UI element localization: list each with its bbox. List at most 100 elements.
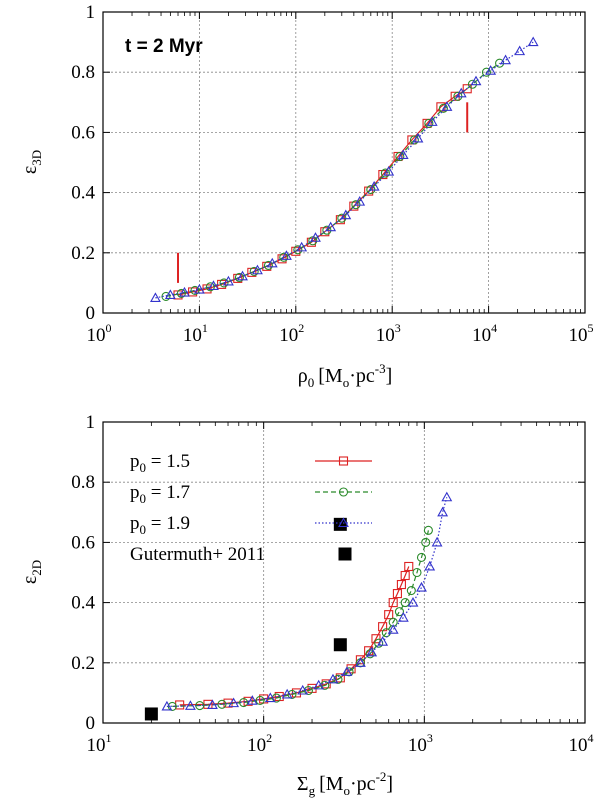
panel-top: 100 101 102 103 104 105 0 0.2 0.4 0.6 0.8 1 t = 2 M… (19, 2, 594, 390)
data-point (222, 275, 234, 286)
data-point (377, 636, 389, 646)
x-tick-label: 103 (376, 321, 401, 346)
data-point (237, 270, 248, 281)
data-point (354, 196, 366, 206)
legend: p0 = 1.5 p0 = 1.7 p0 = 1.9 Gutermuth+ 2011 (130, 451, 372, 565)
data-point (335, 215, 345, 225)
data-point (161, 700, 173, 711)
data-point (431, 536, 443, 547)
grid-top (103, 12, 585, 313)
data-point (407, 135, 417, 145)
data-point (234, 272, 244, 283)
data-point (303, 685, 314, 696)
data-point (228, 697, 240, 708)
y-tick-label: 0.8 (71, 472, 95, 493)
x-tick-label: 103 (408, 731, 433, 756)
data-point (327, 673, 339, 684)
y-tick-label: 0.6 (71, 122, 95, 143)
ylabel-top: ε3D (19, 150, 44, 174)
data-point (514, 45, 526, 56)
data-point (394, 607, 404, 617)
data-point (281, 688, 293, 699)
data-point (481, 67, 492, 77)
data-point (335, 673, 345, 683)
legend-marker (338, 487, 349, 497)
data-point (500, 54, 512, 65)
data-point (233, 273, 243, 283)
data-point (306, 237, 316, 247)
ylabel-bottom: ε2D (19, 560, 44, 584)
series-line (165, 62, 500, 297)
data-point (297, 684, 309, 695)
data-point (400, 570, 410, 581)
x-tick-label: 101 (87, 731, 112, 756)
data-point (190, 285, 200, 295)
data-point (383, 165, 395, 176)
x-tick-label: 104 (569, 731, 594, 756)
data-point (207, 699, 218, 709)
ticks-bottom: 101 102 103 104 0 0.2 0.4 0.6 0.8 1 (71, 412, 593, 756)
data-point (392, 589, 402, 599)
data-point (239, 697, 249, 708)
data-point (354, 657, 366, 667)
y-tick-label: 0.2 (71, 243, 95, 264)
legend-marker (338, 456, 349, 466)
data-point (400, 598, 410, 608)
data-point (371, 634, 381, 644)
y-tick-label: 0.4 (71, 593, 95, 614)
data-point (424, 118, 434, 128)
data-point (266, 257, 278, 268)
data-point (404, 561, 414, 572)
y-tick-label: 0.8 (71, 62, 95, 83)
data-point (205, 282, 215, 292)
data-point (364, 186, 374, 196)
data-point (462, 84, 472, 94)
legend-label: p0 = 1.5 (130, 451, 190, 475)
data-point (293, 245, 303, 255)
y-tick-label: 1 (86, 412, 96, 433)
data-point (144, 707, 158, 721)
xlabel-bottom: Σg [Mo·pc-2] (297, 769, 393, 798)
legend-label: p0 = 1.9 (130, 513, 190, 537)
series-line (166, 497, 448, 707)
data-point (374, 638, 384, 648)
data-point (333, 638, 347, 652)
data-point (366, 646, 378, 657)
data-point (217, 699, 227, 709)
data-point (341, 666, 353, 676)
data-point (184, 700, 196, 710)
data-point (412, 132, 424, 143)
data-point (164, 289, 176, 299)
y-tick-label: 1 (86, 2, 96, 23)
x-tick-label: 102 (279, 321, 304, 346)
data-point (320, 227, 330, 237)
data-point (426, 116, 438, 126)
data-point (387, 624, 399, 634)
data-point (437, 506, 449, 517)
plot-frame-top (102, 11, 586, 314)
data-point (188, 287, 198, 297)
data-point (527, 36, 539, 47)
data-point (193, 283, 205, 294)
data-point (325, 221, 337, 232)
data-point (150, 292, 161, 303)
legend-marker (338, 517, 349, 528)
xlabel-top: ρ0 [Mo·pc-3] (298, 361, 393, 390)
data-point (423, 525, 433, 535)
data-point (255, 695, 265, 705)
y-tick-label: 0 (86, 303, 96, 324)
data-point (246, 695, 258, 705)
x-tick-label: 105 (569, 321, 594, 346)
x-tick-label: 102 (247, 731, 272, 756)
data-point (416, 581, 427, 592)
data-point (313, 679, 325, 690)
data-point (349, 201, 359, 211)
data-point (179, 286, 190, 297)
series-bottom (144, 491, 453, 721)
plot-frame-bottom (102, 421, 586, 724)
ticks-top: 100 101 102 103 104 105 0 0.2 0.4 0.6 0.8 1 (71, 2, 593, 346)
data-point (406, 586, 416, 596)
data-point (409, 135, 419, 145)
series-line (155, 41, 534, 299)
